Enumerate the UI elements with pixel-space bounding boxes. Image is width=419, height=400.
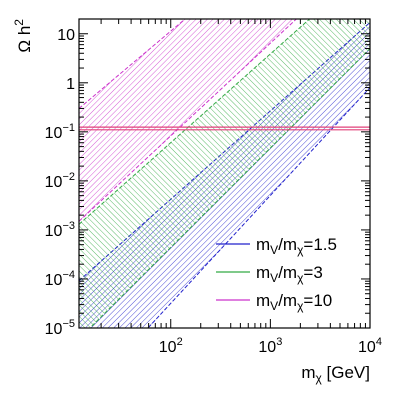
series-lower-edge-2	[89, 48, 370, 328]
legend-label: mV/mχ=10	[256, 291, 332, 313]
y-tick-label: 10−5	[45, 318, 75, 338]
series-band-3	[79, 19, 298, 222]
legend-item-1: mV/mχ=1.5	[216, 235, 337, 257]
y-tick-label: 10	[57, 27, 75, 44]
series-bands	[79, 19, 370, 328]
legend-item-2: mV/mχ=3	[216, 263, 323, 285]
legend-label: mV/mχ=1.5	[256, 235, 337, 257]
y-tick-label: 10−1	[45, 122, 75, 142]
series-upper-edge-3	[79, 19, 186, 109]
legend-item-3: mV/mχ=10	[216, 291, 332, 313]
x-tick-label: 102	[159, 336, 183, 356]
plot-frame	[78, 18, 371, 329]
legend: mV/mχ=1.5 mV/mχ=3 mV/mχ=10	[216, 235, 337, 313]
series-lower-edge-1	[147, 87, 370, 328]
legend-label: mV/mχ=3	[256, 263, 323, 285]
series-band-2	[79, 19, 370, 328]
y-tick-label: 10−3	[45, 220, 75, 240]
series-lower-edge-3	[79, 19, 298, 222]
reference-band	[79, 126, 370, 131]
x-axis-title: mχ [GeV]	[301, 363, 370, 385]
axis-labels: 102 103 104 10−5 10−4 10−3 10−2 10−1 1 10 mχ [GeV]…	[12, 19, 382, 385]
x-tick-label: 103	[258, 336, 282, 356]
y-axis-title: Ω h2	[12, 19, 34, 53]
y-tick-label: 10−4	[45, 269, 75, 289]
axes	[78, 18, 371, 329]
y-tick-label: 10−2	[45, 171, 75, 191]
series-fill-2	[79, 19, 370, 328]
x-tick-label: 104	[358, 336, 382, 356]
series-upper-edge-2	[79, 19, 311, 225]
y-tick-label: 1	[66, 76, 75, 93]
